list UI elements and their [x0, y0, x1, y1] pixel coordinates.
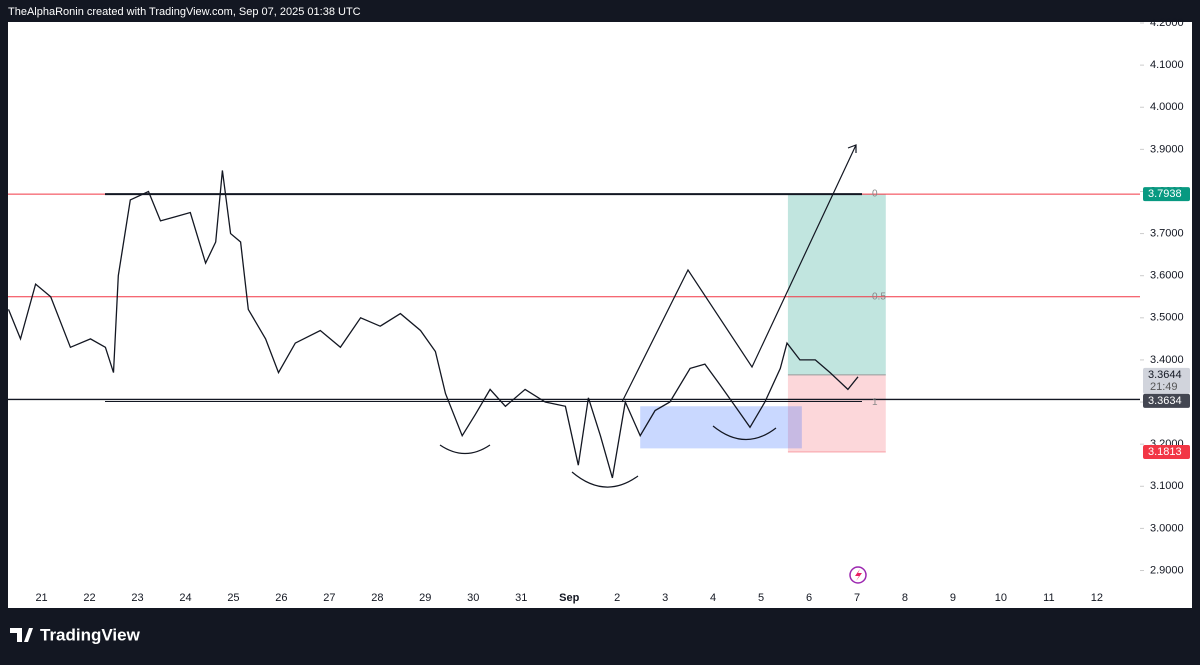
- x-tick-label: 25: [227, 592, 239, 604]
- line-price-tag: 3.3634: [1148, 395, 1182, 407]
- y-tick-label: 3.0000: [1150, 522, 1184, 534]
- last-price-tag: 3.3644: [1148, 369, 1182, 381]
- target-tag: 3.7938: [1148, 188, 1182, 200]
- y-tick-label: 3.4000: [1150, 354, 1184, 366]
- pattern-curve: [712, 425, 777, 441]
- y-tick-label: 4.0000: [1150, 101, 1184, 113]
- pattern-curve: [571, 471, 639, 488]
- x-tick-label: 21: [35, 592, 47, 604]
- y-tick-label: 3.5000: [1150, 312, 1184, 324]
- x-tick-label: 31: [515, 592, 527, 604]
- logo-icon: [10, 628, 33, 642]
- x-tick-label: 23: [131, 592, 143, 604]
- y-tick-label: 3.9000: [1150, 143, 1184, 155]
- fib-label: 0: [872, 189, 878, 200]
- x-tick-label: 28: [371, 592, 383, 604]
- stop-tag-bg: [1143, 445, 1190, 460]
- x-tick-label: 29: [419, 592, 431, 604]
- y-tick-label: 3.7000: [1150, 227, 1184, 239]
- header-text: TheAlphaRonin created with TradingView.c…: [8, 6, 361, 18]
- y-tick-label: 2.9000: [1150, 564, 1184, 576]
- x-tick-label: 2: [614, 592, 620, 604]
- x-tick-label: 24: [179, 592, 191, 604]
- logo-text: TradingView: [40, 625, 141, 644]
- countdown: 21:49: [1150, 381, 1178, 393]
- fib-label: 0.5: [872, 291, 886, 302]
- x-tick-label: Sep: [559, 592, 579, 604]
- pattern-curve: [439, 444, 491, 455]
- last-price-bg: [1143, 367, 1190, 394]
- x-tick-label: 8: [902, 592, 908, 604]
- x-tick-label: 9: [950, 592, 956, 604]
- x-tick-label: 26: [275, 592, 287, 604]
- plot-bg: [8, 22, 1192, 608]
- header-bar: [0, 0, 1200, 22]
- x-tick-label: 4: [710, 592, 716, 604]
- footer-bar: [0, 610, 1200, 660]
- x-tick-label: 22: [83, 592, 95, 604]
- x-tick-label: 11: [1043, 592, 1054, 604]
- target-zone: [787, 194, 886, 375]
- y-tick-label: 4.2000: [1150, 17, 1184, 29]
- alert-icon[interactable]: [849, 566, 867, 584]
- x-tick-label: 6: [806, 592, 812, 604]
- x-tick-label: 3: [662, 592, 668, 604]
- arrow-head: [847, 144, 857, 153]
- fib-label: 1: [872, 397, 878, 408]
- x-tick-label: 7: [854, 592, 860, 604]
- demand-zone: [640, 406, 802, 449]
- target-tag-bg: [1143, 187, 1190, 202]
- x-tick-label: 5: [758, 592, 764, 604]
- price-line: [7, 170, 859, 479]
- x-tick-label: 30: [467, 592, 479, 604]
- x-tick-label: 10: [995, 592, 1007, 604]
- x-tick-label: 27: [323, 592, 335, 604]
- stop-tag: 3.1813: [1148, 446, 1182, 458]
- y-tick-label: 3.1000: [1150, 480, 1184, 492]
- projection-arrow: [621, 144, 857, 403]
- stop-zone: [787, 374, 886, 453]
- line-price-tag-bg: [1143, 393, 1190, 408]
- y-tick-label: 3.6000: [1150, 270, 1184, 282]
- alert-bolt: [855, 569, 862, 581]
- y-tick-label: 4.1000: [1150, 59, 1184, 71]
- x-tick-label: 12: [1091, 592, 1103, 604]
